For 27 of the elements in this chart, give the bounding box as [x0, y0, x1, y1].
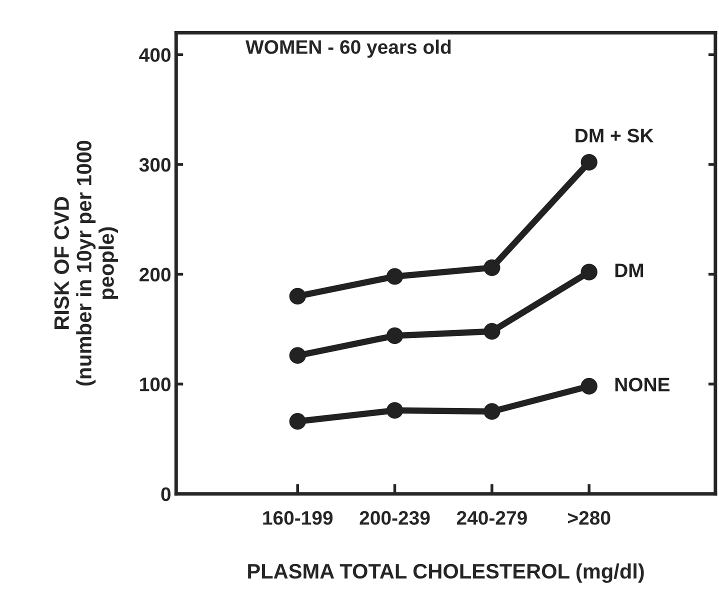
point — [386, 402, 404, 419]
series-label: DM + SK — [576, 128, 654, 142]
point — [386, 327, 404, 344]
point — [484, 259, 500, 276]
y-axis-title: RISK OF CVD (number in 10yr per 1000 people) — [54, 140, 118, 386]
y-tick-label: 300 — [139, 158, 170, 172]
point — [289, 413, 306, 430]
legend-label: NONE — [615, 378, 670, 392]
point — [580, 378, 598, 395]
point — [289, 288, 306, 305]
x-tick-label: 240-279 — [456, 511, 527, 525]
y-tick-label: 400 — [139, 48, 170, 62]
point — [580, 264, 598, 280]
y-tick-label: 200 — [140, 268, 170, 282]
point — [484, 323, 500, 340]
y-tick-label: 100 — [140, 378, 170, 392]
point — [484, 403, 500, 420]
point — [386, 268, 404, 285]
x-tick-label: 200-239 — [360, 511, 430, 525]
point — [580, 154, 598, 171]
series-label: DM — [615, 264, 644, 278]
x-axis-title: PLASMA TOTAL CHOLESTEROL (mg/dl) — [248, 563, 644, 583]
y-tick-label: 0 — [161, 487, 170, 502]
x-tick-label: 160-199 — [263, 511, 333, 525]
x-tick-label: >280 — [568, 511, 610, 525]
chart-title: WOMEN - 60 years old — [246, 40, 451, 58]
point — [289, 347, 306, 364]
